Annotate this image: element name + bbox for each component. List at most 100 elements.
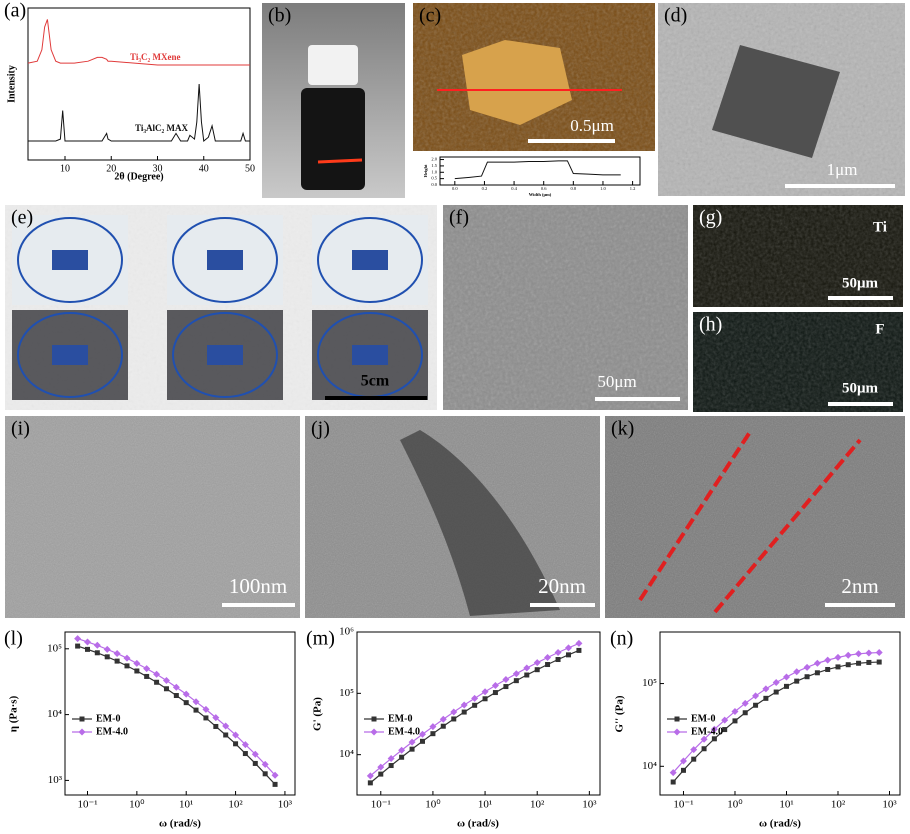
data-point [93,641,101,649]
data-point [241,741,249,749]
data-point [844,651,852,659]
data-point [75,643,81,649]
data-point [753,702,759,708]
data-point [439,715,447,723]
data-point [512,670,520,678]
data-point [564,644,572,652]
data-point [367,780,373,786]
data-point [701,746,707,752]
data-point [212,714,220,722]
x-tick-label: 0.8 [571,186,577,191]
data-point [213,723,219,729]
flake [712,45,840,158]
data-point [813,659,821,667]
element-label: Ti [873,219,887,235]
panel-label: (l) [4,628,23,650]
layers [400,430,560,616]
x-tick-label: 40 [199,163,209,174]
data-point [503,684,509,690]
texture [5,416,300,618]
data-point [378,771,384,777]
y-tick-label: 0.0 [431,182,437,187]
texture [693,205,903,307]
legend-label: EM-4.0 [96,726,128,737]
x-tick-label: 0.6 [541,186,547,191]
data-point [533,659,541,667]
data-point [814,670,820,676]
data-point [772,679,780,687]
scale-label: 50μm [842,380,879,396]
legend-label: EM-0 [388,713,412,724]
data-point [845,662,851,668]
flake [462,40,572,125]
plot-frame [64,631,296,796]
data-point [773,689,779,695]
data-point [232,731,240,739]
data-point [554,649,562,657]
plot-frame [27,7,251,161]
legend-label: EM-0 [96,713,120,724]
plot-frame [439,156,641,186]
y-axis-label: Height [423,164,428,178]
series-line [27,19,250,66]
logo [52,250,88,270]
legend-marker [371,716,377,722]
x-tick-label: 30 [153,163,163,174]
y-tick-label: 1.5 [431,163,437,168]
data-point [103,645,111,653]
data-point [399,754,405,760]
data-point [233,741,239,747]
x-tick-label: 10¹ [478,798,492,810]
legend-label: EM-0 [691,713,715,724]
logo-ring [317,217,423,303]
logo-ring [17,312,123,398]
y-tick-label: 10⁴ [339,748,354,760]
legend-marker [78,728,86,736]
y-tick-label: 10⁴ [47,708,62,720]
data-point [450,708,458,716]
legend-marker [673,728,681,736]
series-line [28,83,250,142]
data-point [825,666,831,672]
data-point [866,659,872,665]
data-point [173,693,179,699]
data-point [576,647,582,653]
data-point [398,746,406,754]
data-point [430,731,436,737]
data-point [742,710,748,716]
data-point [491,682,499,690]
data-point [794,678,800,684]
lattice-line [713,438,862,614]
data-point [153,670,161,678]
data-point [741,699,749,707]
panel-label: (j) [311,418,330,440]
data-point [544,653,552,661]
curve-label: Ti₃AlC₂ MAX [135,123,188,133]
data-point [261,760,269,768]
panel-label: (c) [419,5,441,27]
data-point [242,751,248,757]
data-point [523,664,531,672]
data-point [154,679,160,685]
data-point [193,707,199,713]
data-point [182,690,190,698]
data-point [272,781,278,787]
curve-label: Ti₃C₂ MXene [130,52,180,62]
data-point [408,738,416,746]
logo [352,250,388,270]
x-tick-label: 10 [60,163,70,174]
data-point [700,735,708,743]
y-axis-label: G' (Pa) [312,697,324,731]
data-point [460,701,468,709]
x-tick-label: 10⁻¹ [371,798,391,810]
data-point [134,668,140,674]
data-point [721,716,729,724]
data-point [783,683,789,689]
data-point [451,716,457,722]
x-tick-label: 1.0 [600,186,606,191]
data-point [183,700,189,706]
scale-label: 5cm [361,373,390,390]
data-point [855,650,863,658]
data-point [271,771,279,779]
data-point [782,673,790,681]
